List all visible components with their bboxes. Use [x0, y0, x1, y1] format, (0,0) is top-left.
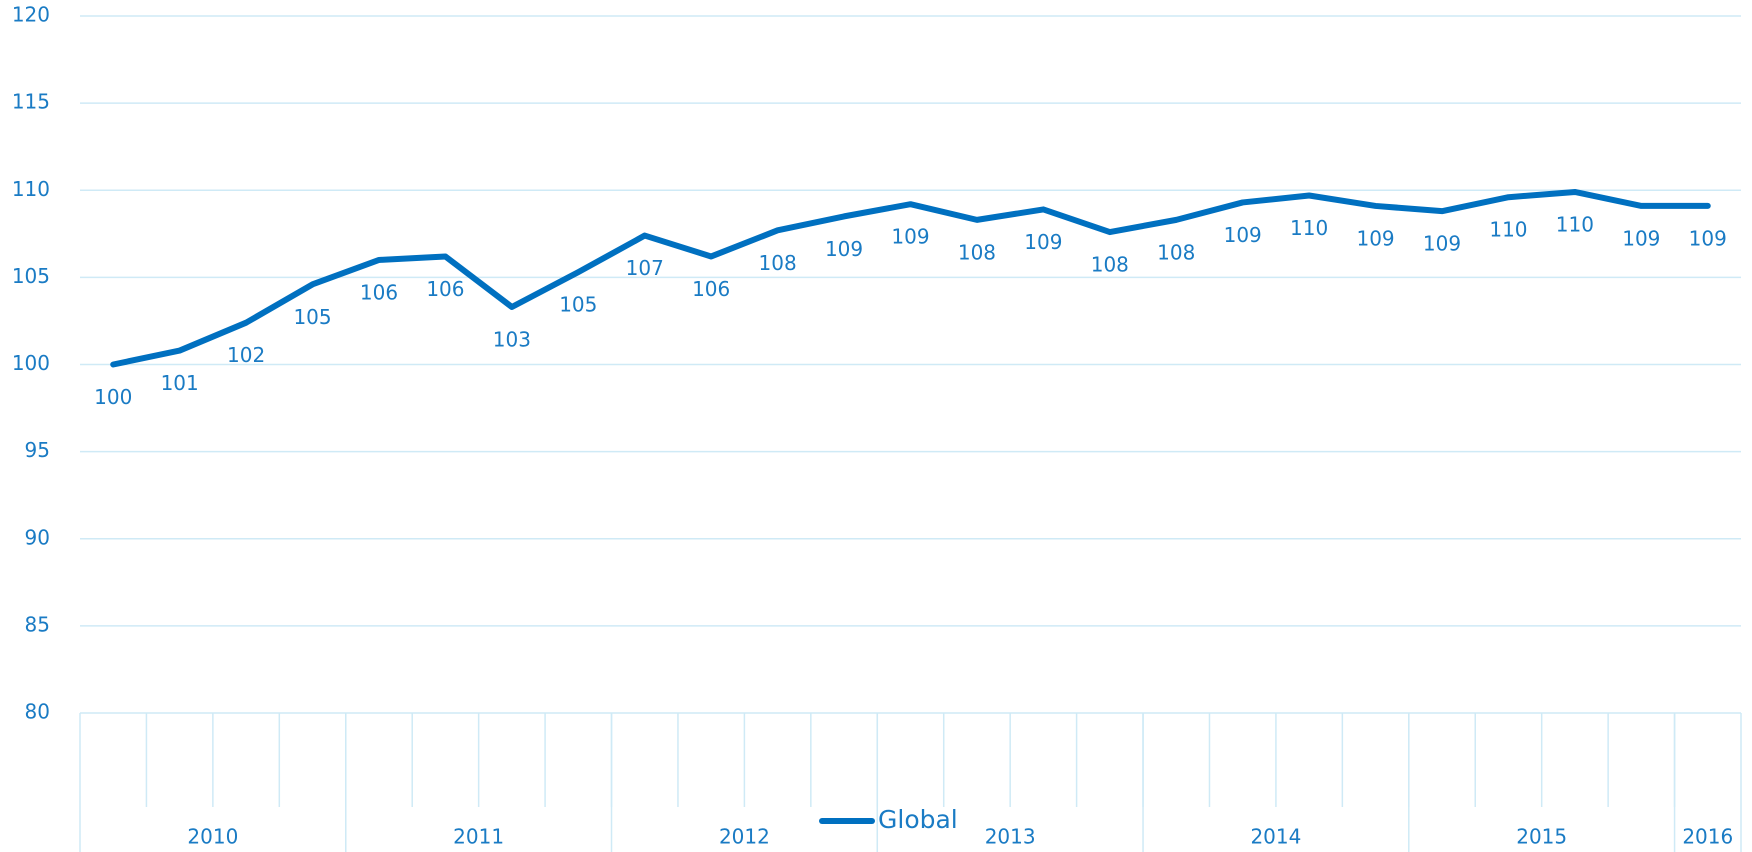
y-tick-label: 90: [25, 525, 50, 549]
y-tick-label: 85: [25, 612, 50, 636]
data-label: 106: [360, 280, 398, 304]
x-group-label: 2013: [985, 825, 1036, 849]
data-label: 102: [227, 343, 265, 367]
y-tick-label: 95: [25, 438, 50, 462]
data-label: 105: [293, 305, 331, 329]
data-line: [110, 188, 1711, 368]
data-label: 101: [161, 371, 199, 395]
data-label: 109: [1224, 223, 1262, 247]
data-label: 109: [825, 237, 863, 261]
x-group-label: 2014: [1250, 825, 1301, 849]
data-label: 108: [1157, 240, 1195, 264]
x-group-label: 2012: [719, 825, 770, 849]
data-label: 108: [1091, 253, 1129, 277]
x-group-label: 2010: [187, 825, 238, 849]
y-tick-label: 105: [12, 264, 50, 288]
y-tick-label: 110: [12, 177, 50, 201]
y-tick-label: 120: [12, 3, 50, 27]
legend-label: Global: [878, 805, 958, 834]
data-label: 109: [1423, 232, 1461, 256]
data-label: 109: [1689, 226, 1727, 250]
data-label: 109: [1356, 226, 1394, 250]
y-tick-label: 100: [12, 351, 50, 375]
data-label: 106: [426, 277, 464, 301]
y-tick-label: 80: [25, 700, 50, 724]
data-label: 100: [94, 385, 132, 409]
x-group-label: 2011: [453, 825, 504, 849]
x-group-label: 2016: [1682, 825, 1733, 849]
data-label: 108: [958, 240, 996, 264]
data-label: 103: [493, 327, 531, 351]
data-label: 105: [559, 293, 597, 317]
data-label: 110: [1290, 216, 1328, 240]
data-label: 109: [1024, 230, 1062, 254]
data-label: 109: [1622, 226, 1660, 250]
x-group-label: 2015: [1516, 825, 1567, 849]
data-label: 108: [759, 251, 797, 275]
data-label: 110: [1556, 212, 1594, 236]
y-tick-label: 115: [12, 90, 50, 114]
data-label: 109: [891, 225, 929, 249]
data-label: 106: [692, 277, 730, 301]
data-label: 110: [1489, 218, 1527, 242]
data-label: 107: [626, 256, 664, 280]
